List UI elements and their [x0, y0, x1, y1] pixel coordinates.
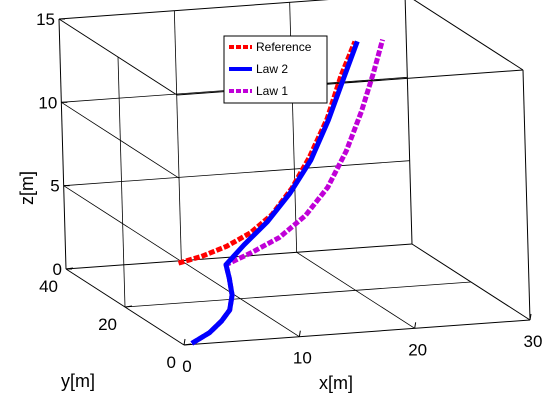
x-tick-label: 20 — [408, 340, 427, 359]
box-edge — [58, 0, 329, 20]
x-tick-mark — [414, 322, 417, 329]
legend-label: Law 1 — [256, 84, 288, 98]
grid-lines — [61, 2, 472, 338]
x-tick-mark — [183, 338, 186, 346]
box-edge — [522, 69, 531, 321]
y-tick-label: 0 — [167, 353, 176, 372]
y-tick-label: 20 — [98, 315, 117, 334]
box-edge — [411, 243, 531, 321]
left-wall-grid-y — [117, 56, 126, 308]
y-axis-label: y[m] — [61, 371, 95, 391]
z-tick-label: 5 — [50, 177, 59, 196]
box-edge — [183, 319, 531, 346]
legend-label: Law 2 — [256, 62, 288, 76]
z-tick-label: 10 — [38, 93, 57, 112]
x-tick-mark — [298, 330, 301, 337]
left-wall-grid-z — [61, 101, 180, 179]
z-tick-label: 0 — [53, 260, 62, 279]
x-tick-mark — [529, 313, 532, 321]
back-wall-grid-z — [63, 160, 410, 187]
legend: Reference Law 2 Law 1 — [223, 35, 328, 104]
box-edge — [404, 0, 413, 245]
series-lines — [177, 38, 386, 346]
box-edge — [58, 18, 178, 96]
back-wall-grid-x — [173, 10, 182, 261]
floor-grid-y — [124, 281, 472, 308]
x-axis-label: x[m] — [319, 373, 353, 393]
box-edge — [58, 18, 67, 270]
x-tick-label: 30 — [524, 332, 543, 351]
y-tick-mark — [124, 305, 133, 308]
box-edge — [413, 0, 524, 71]
series-line-law-2 — [190, 40, 360, 346]
z-axis-label: z[m] — [17, 171, 37, 205]
legend-label: Reference — [256, 40, 312, 54]
x-tick-label: 10 — [293, 349, 312, 368]
x-tick-label: 0 — [182, 357, 191, 376]
y-tick-mark — [183, 343, 192, 346]
z-tick-label: 15 — [36, 10, 55, 29]
y-tick-label: 40 — [39, 277, 58, 296]
left-wall-grid-z — [63, 185, 182, 263]
